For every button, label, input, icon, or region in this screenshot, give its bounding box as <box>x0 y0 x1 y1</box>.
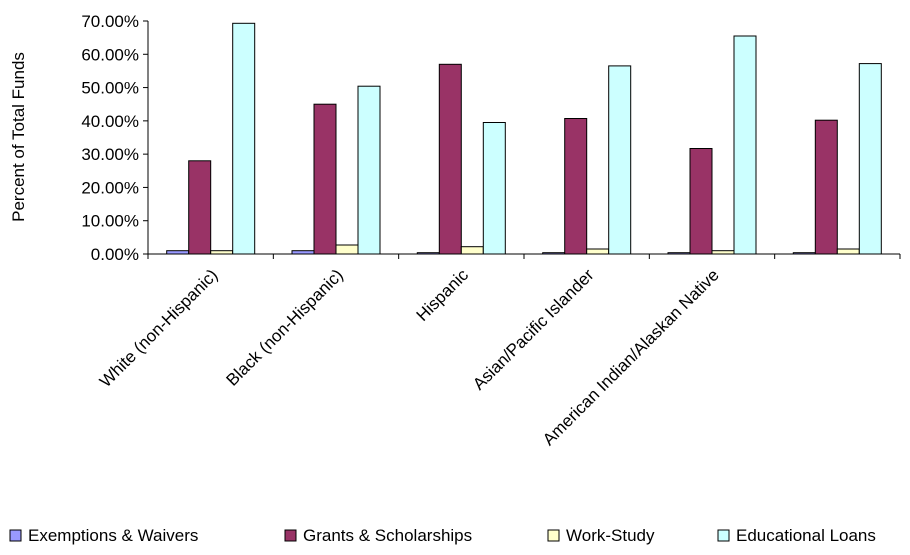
bar <box>438 63 462 255</box>
bar <box>232 22 256 255</box>
y-tick-label: 50.00% <box>81 79 139 98</box>
legend-swatch <box>9 529 22 542</box>
bar <box>335 244 359 255</box>
bar <box>564 118 588 255</box>
bar <box>460 246 484 255</box>
y-tick-label: 60.00% <box>81 45 139 64</box>
bar <box>608 65 632 255</box>
y-tick-label: 40.00% <box>81 112 139 131</box>
y-tick-label: 70.00% <box>81 12 139 31</box>
bar <box>733 35 757 255</box>
bar <box>188 160 212 255</box>
category-label: Black (non-Hispanic) <box>222 265 346 389</box>
y-tick-label: 20.00% <box>81 178 139 197</box>
y-axis-label: Percent of Total Funds <box>9 52 28 222</box>
bar <box>836 248 860 255</box>
legend-label: Exemptions & Waivers <box>28 526 198 545</box>
legend-label: Educational Loans <box>736 526 876 545</box>
legend-swatch <box>717 529 730 542</box>
category-label: White (non-Hispanic) <box>96 265 222 391</box>
bar <box>482 122 506 255</box>
bar <box>858 63 882 255</box>
y-tick-label: 10.00% <box>81 212 139 231</box>
bar <box>689 148 713 255</box>
y-tick-label: 0.00% <box>91 245 139 264</box>
bar <box>357 85 381 255</box>
legend-label: Work-Study <box>566 526 655 545</box>
bar <box>586 248 610 255</box>
legend-swatch <box>284 529 297 542</box>
category-label: Hispanic <box>413 265 473 325</box>
legend-swatch <box>547 529 560 542</box>
y-tick-label: 30.00% <box>81 145 139 164</box>
legend-label: Grants & Scholarships <box>303 526 472 545</box>
bar <box>313 103 337 255</box>
bar <box>814 119 838 255</box>
category-label: Asian/Pacific Islander <box>469 265 598 394</box>
